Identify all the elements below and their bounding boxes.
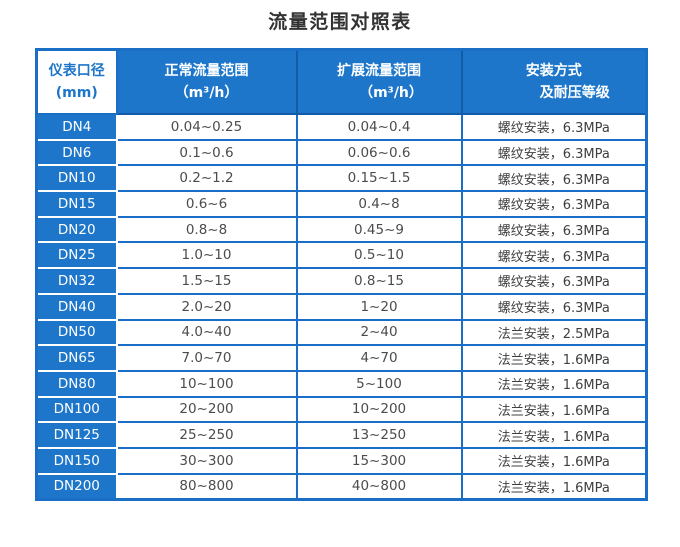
cell-extended-flow: 0.4~8 — [295, 190, 463, 218]
cell-installation: 法兰安装，2.5MPa — [460, 318, 648, 347]
cell-normal-flow: 25~250 — [115, 421, 298, 449]
table-row: DN20 0.8~8 0.45~9 螺纹安装，6.3MPa — [35, 215, 648, 244]
cell-normal-flow: 2.0~20 — [115, 292, 298, 321]
cell-installation: 法兰安装，1.6MPa — [460, 446, 648, 475]
cell-diameter: DN125 — [35, 421, 118, 449]
cell-extended-flow: 0.45~9 — [295, 215, 463, 244]
cell-extended-flow: 5~100 — [295, 369, 463, 398]
cell-normal-flow: 1.0~10 — [115, 241, 298, 270]
table-row: DN40 2.0~20 1~20 螺纹安装，6.3MPa — [35, 292, 648, 321]
cell-extended-flow: 0.8~15 — [295, 267, 463, 295]
cell-normal-flow: 30~300 — [115, 446, 298, 475]
cell-diameter: DN6 — [35, 138, 118, 167]
cell-extended-flow: 0.04~0.4 — [295, 113, 463, 141]
table-row: DN65 7.0~70 4~70 法兰安装，1.6MPa — [35, 344, 648, 372]
cell-diameter: DN15 — [35, 190, 118, 218]
cell-extended-flow: 15~300 — [295, 446, 463, 475]
page-title: 流量范围对照表 — [268, 11, 412, 33]
header-cell-installation: 安装方式 及耐压等级 — [460, 48, 648, 115]
cell-diameter: DN10 — [35, 164, 118, 193]
table-row: DN150 30~300 15~300 法兰安装，1.6MPa — [35, 446, 648, 475]
header-normal-line1: 正常流量范围 — [164, 62, 249, 79]
table-row: DN125 25~250 13~250 法兰安装，1.6MPa — [35, 421, 648, 449]
cell-diameter: DN200 — [35, 472, 118, 501]
cell-extended-flow: 4~70 — [295, 344, 463, 372]
cell-installation: 法兰安装，1.6MPa — [460, 369, 648, 398]
cell-installation: 螺纹安装，6.3MPa — [460, 190, 648, 218]
header-diameter-line1: 仪表口径 — [48, 62, 105, 79]
cell-normal-flow: 0.6~6 — [115, 190, 298, 218]
cell-normal-flow: 10~100 — [115, 369, 298, 398]
cell-installation: 螺纹安装，6.3MPa — [460, 267, 648, 295]
cell-extended-flow: 0.5~10 — [295, 241, 463, 270]
cell-normal-flow: 7.0~70 — [115, 344, 298, 372]
cell-diameter: DN65 — [35, 344, 118, 372]
cell-diameter: DN50 — [35, 318, 118, 347]
header-extended-line2: （m³/h） — [359, 85, 423, 101]
cell-normal-flow: 0.04~0.25 — [115, 113, 298, 141]
header-row: 仪表口径 (mm) 正常流量范围 （m³/h） 扩展流量范围 （m³/h） 安装… — [35, 48, 648, 115]
table-row: DN100 20~200 10~200 法兰安装，1.6MPa — [35, 395, 648, 424]
cell-diameter: DN100 — [35, 395, 118, 424]
cell-normal-flow: 0.2~1.2 — [115, 164, 298, 193]
cell-installation: 螺纹安装，6.3MPa — [460, 241, 648, 270]
cell-installation: 法兰安装，1.6MPa — [460, 421, 648, 449]
cell-extended-flow: 1~20 — [295, 292, 463, 321]
cell-normal-flow: 80~800 — [115, 472, 298, 501]
cell-extended-flow: 0.06~0.6 — [295, 138, 463, 167]
cell-installation: 螺纹安装，6.3MPa — [460, 215, 648, 244]
header-normal-line2: （m³/h） — [174, 85, 239, 101]
table-row: DN50 4.0~40 2~40 法兰安装，2.5MPa — [35, 318, 648, 347]
cell-diameter: DN4 — [35, 113, 118, 141]
cell-diameter: DN150 — [35, 446, 118, 475]
header-diameter-line2: (mm) — [55, 85, 98, 101]
table-row: DN10 0.2~1.2 0.15~1.5 螺纹安装，6.3MPa — [35, 164, 648, 193]
cell-installation: 螺纹安装，6.3MPa — [460, 138, 648, 167]
cell-extended-flow: 2~40 — [295, 318, 463, 347]
cell-installation: 法兰安装，1.6MPa — [460, 395, 648, 424]
table-row: DN200 80~800 40~800 法兰安装，1.6MPa — [35, 472, 648, 501]
table-row: DN15 0.6~6 0.4~8 螺纹安装，6.3MPa — [35, 190, 648, 218]
cell-normal-flow: 4.0~40 — [115, 318, 298, 347]
header-install-line2: 及耐压等级 — [539, 85, 610, 101]
cell-normal-flow: 0.8~8 — [115, 215, 298, 244]
cell-diameter: DN25 — [35, 241, 118, 270]
cell-normal-flow: 0.1~0.6 — [115, 138, 298, 167]
table-row: DN6 0.1~0.6 0.06~0.6 螺纹安装，6.3MPa — [35, 138, 648, 167]
cell-diameter: DN20 — [35, 215, 118, 244]
cell-extended-flow: 0.15~1.5 — [295, 164, 463, 193]
cell-normal-flow: 20~200 — [115, 395, 298, 424]
table-row: DN25 1.0~10 0.5~10 螺纹安装，6.3MPa — [35, 241, 648, 270]
table-row: DN4 0.04~0.25 0.04~0.4 螺纹安装，6.3MPa — [35, 113, 648, 141]
cell-installation: 法兰安装，1.6MPa — [460, 472, 648, 501]
cell-installation: 螺纹安装，6.3MPa — [460, 292, 648, 321]
table-row: DN80 10~100 5~100 法兰安装，1.6MPa — [35, 369, 648, 398]
cell-diameter: DN80 — [35, 369, 118, 398]
header-cell-normal-flow: 正常流量范围 （m³/h） — [115, 48, 298, 115]
header-extended-line1: 扩展流量范围 — [337, 62, 421, 79]
cell-extended-flow: 40~800 — [295, 472, 463, 501]
cell-installation: 法兰安装，1.6MPa — [460, 344, 648, 372]
header-cell-extended-flow: 扩展流量范围 （m³/h） — [295, 48, 463, 115]
cell-diameter: DN40 — [35, 292, 118, 321]
cell-extended-flow: 13~250 — [295, 421, 463, 449]
header-cell-diameter: 仪表口径 (mm) — [35, 48, 118, 115]
cell-extended-flow: 10~200 — [295, 395, 463, 424]
table-body: DN4 0.04~0.25 0.04~0.4 螺纹安装，6.3MPa DN6 0… — [35, 113, 648, 501]
flow-range-table: 仪表口径 (mm) 正常流量范围 （m³/h） 扩展流量范围 （m³/h） 安装… — [35, 48, 648, 502]
cell-diameter: DN32 — [35, 267, 118, 295]
cell-normal-flow: 1.5~15 — [115, 267, 298, 295]
header-install-line1: 安装方式 — [525, 62, 582, 79]
cell-installation: 螺纹安装，6.3MPa — [460, 164, 648, 193]
table-row: DN32 1.5~15 0.8~15 螺纹安装，6.3MPa — [35, 267, 648, 295]
cell-installation: 螺纹安装，6.3MPa — [460, 113, 648, 141]
